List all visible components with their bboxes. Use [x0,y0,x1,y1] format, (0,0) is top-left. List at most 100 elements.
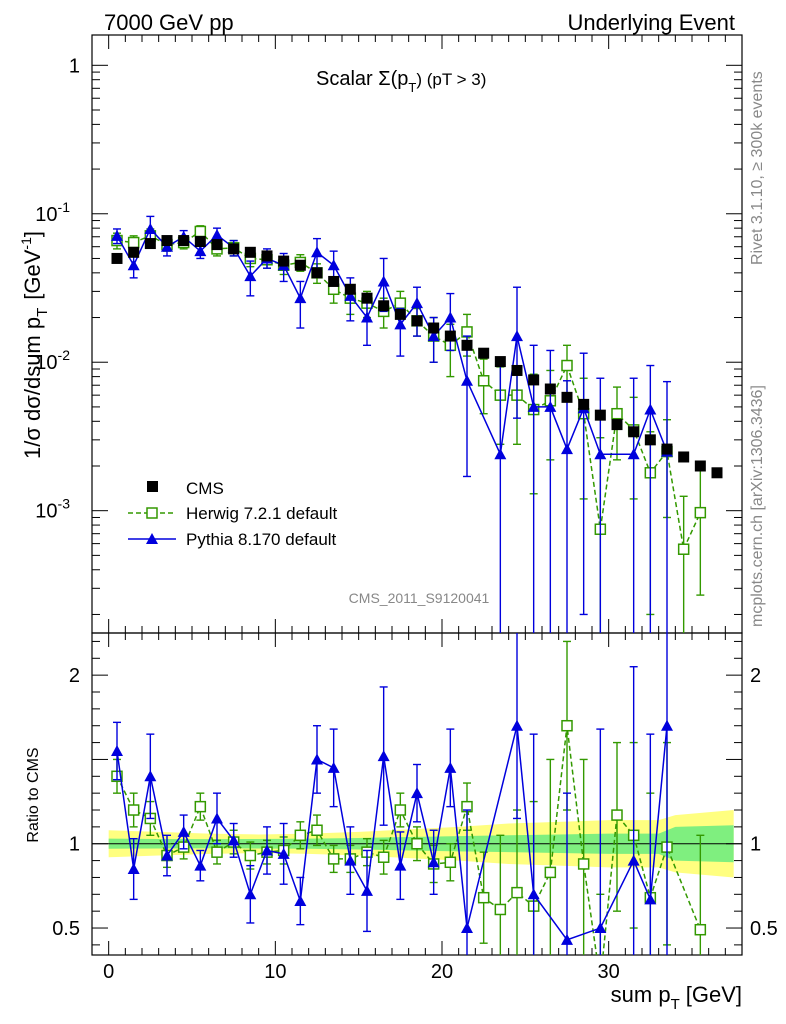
herwig-series-point [611,407,623,420]
pythia-ratio-series-point [277,847,290,859]
cms-point [194,236,206,248]
data-series [111,215,723,955]
ratio-y-axis-label: Ratio to CMS [25,747,42,842]
pythia-ratio-series-point [427,856,440,868]
pythia-series-point [594,448,607,460]
herwig-ratio-series-point [494,903,507,916]
pythia-series-point [344,289,357,301]
cms-point [361,292,373,304]
header-right: Underlying Event [567,10,735,35]
y-tick-label: 10-3 [35,496,70,523]
legend-herwig-label: Herwig 7.2.1 default [186,504,337,523]
pythia-series-point [377,275,390,287]
pythia-ratio-series-point [194,859,207,871]
herwig-ratio-series-point [694,923,707,936]
cms-point [228,243,240,255]
y-tick-label: 1 [69,55,80,77]
y-axis-label: 1/σ dσ/dsum pT[GeV-1] [18,231,51,459]
herwig-series-point [194,225,207,238]
pythia-ratio-series-point [627,854,640,866]
cms-point [128,246,140,258]
legend-pythia-label: Pythia 8.170 default [186,530,337,549]
ratio-y-tick-label-right: 2 [750,665,761,687]
cms-point [694,460,706,472]
pythia-series-point [127,259,140,271]
pythia-series-point [444,311,457,323]
pythia-series-point [461,374,473,386]
legend-herwig-marker [146,507,158,519]
pythia-series-point [644,403,657,415]
pythia-series-point [194,245,207,257]
herwig-ratio-series-point [311,824,323,836]
herwig-ratio-series-point [211,846,223,858]
pythia-series-point [111,229,123,241]
pythia-ratio-series-point [161,849,173,861]
cms-point [244,246,256,258]
herwig-ratio-series-point [561,719,573,732]
cms-point [461,339,473,351]
cms-point [444,330,456,342]
pythia-series-point [244,270,257,282]
pythia-ratio-series-point [561,933,573,945]
pythia-ratio-series-point [111,745,123,757]
herwig-ratio-series-point [244,849,257,862]
pythia-ratio-series-point [294,895,307,907]
pythia-ratio-series-point [327,761,340,773]
cms-point [561,391,573,403]
herwig-series-point [477,375,490,387]
pythia-ratio-series-point [394,859,407,871]
pythia-ratio-series-point [127,863,140,875]
cms-point [328,275,340,287]
herwig-ratio-series-point [511,886,523,899]
pythia-series-point [627,448,640,460]
cms-point [511,364,523,376]
cms-point [411,315,423,327]
herwig-series-line [116,230,702,552]
pythia-series-point [544,400,557,412]
header-left: 7000 GeV pp [104,10,234,35]
pythia-series [111,215,673,633]
x-axis-label: sum pT [GeV] [611,982,742,1013]
pythia-ratio-series-point [261,844,273,856]
pythia-ratio-series-point [461,922,473,934]
herwig-series-point [694,506,707,519]
herwig-ratio-series-point [394,804,407,816]
herwig-ratio-series-point [577,858,590,870]
cms-point [311,267,323,279]
cms-point [578,398,590,410]
cms-point [344,283,356,295]
cms-series [111,235,723,479]
pythia-series-point [294,292,307,304]
pythia-ratio-series-point [411,787,423,799]
herwig-series-point [127,236,140,249]
x-tick-label: 10 [264,961,286,983]
pythia-series-point [161,240,173,252]
cms-point [544,383,556,395]
pythia-series-point [327,259,340,271]
herwig-ratio-series-point [544,866,557,879]
legend: CMS Herwig 7.2.1 default Pythia 8.170 de… [128,479,337,549]
cms-point [144,238,156,250]
pythia-series-point [361,311,373,323]
pythia-series-point [427,330,440,342]
pythia-ratio-series-point [344,854,357,866]
cms-point [528,374,540,386]
cms-point [178,235,190,247]
herwig-ratio-series-point [194,800,207,813]
cms-point [278,255,290,267]
x-tick-label: 0 [103,961,114,983]
pythia-ratio-series-point [594,922,607,934]
cms-point [628,426,640,438]
legend-pythia-marker [146,533,158,544]
herwig-ratio-series-point [127,804,140,816]
ratio-y-tick-label-right: 1 [750,834,761,856]
pythia-series-point [561,443,573,455]
x-tick-label: 30 [598,961,620,983]
pythia-ratio-series-point [511,719,523,731]
pythia-series-point [411,297,423,309]
cms-point [661,443,673,455]
herwig-ratio-series-point [611,809,623,821]
analysis-watermark: CMS_2011_S9120041 [349,590,490,606]
cms-point [261,250,273,262]
herwig-ratio-series-point [294,829,307,842]
